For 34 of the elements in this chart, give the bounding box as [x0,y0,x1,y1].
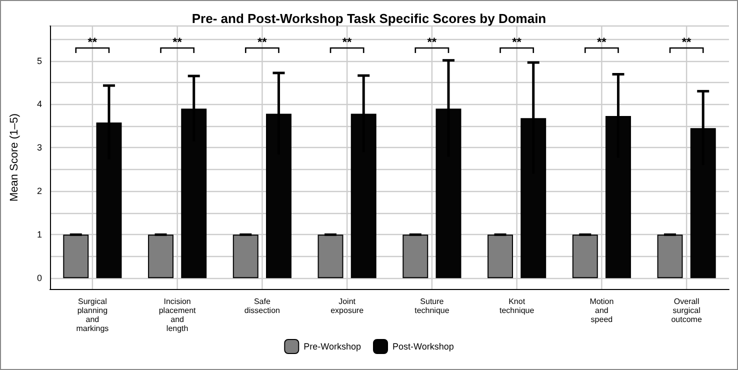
y-tick-label: 0 [36,273,42,284]
legend-label: Post-Workshop [392,342,454,352]
chart-title: Pre- and Post-Workshop Task Specific Scores by Domain [192,11,546,26]
y-tick-label: 1 [36,230,42,240]
annotation: ** [342,35,352,49]
bar [657,234,683,278]
annotation: ** [258,35,268,49]
y-tick-label: 5 [36,56,42,66]
legend-label: Pre-Workshop [304,342,362,352]
annotation: ** [172,35,182,49]
x-tick-label: Knot technique [499,297,535,315]
y-tick-label: 3 [36,142,42,153]
y-axis-title: Mean Score (1–5) [8,113,20,202]
bar [63,234,89,278]
bar [232,234,258,278]
annotation: ** [682,35,692,49]
annotation: ** [427,35,437,49]
bar [318,234,344,278]
bar [572,234,598,278]
y-tick-label: 4 [36,99,42,110]
x-tick-label: Suture technique [414,297,450,315]
x-tick-label: Joint exposure [330,297,364,315]
annotation: ** [512,35,522,49]
x-tick-label: Incision placement and length [158,297,197,333]
x-tick-label: Safe dissection [244,297,280,315]
annotation: ** [597,35,607,49]
y-tick-label: 2 [36,186,42,196]
bar [488,234,513,278]
x-tick-label: Overall surgical outcome [671,297,702,324]
x-tick-label: Motion and speed [590,297,614,324]
annotation: ** [88,35,98,49]
x-tick-label: Surgical planning and markings [76,297,109,333]
bar [148,234,174,278]
bar [402,234,428,278]
